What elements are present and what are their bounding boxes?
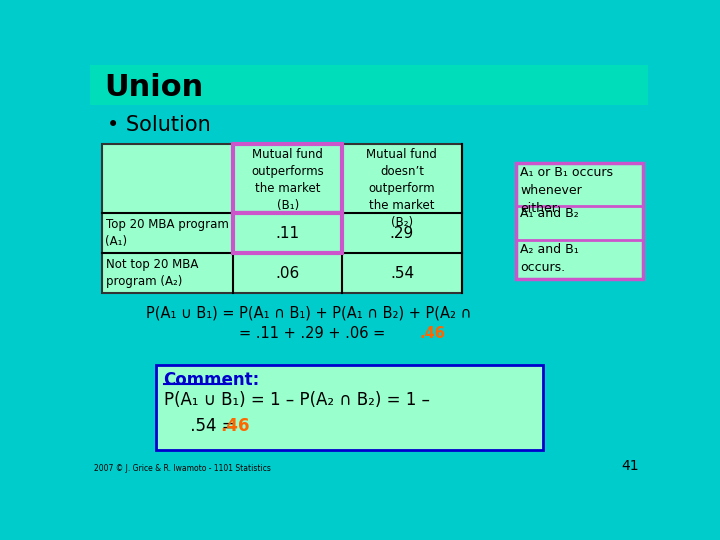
Text: .29: .29 xyxy=(390,226,414,241)
Text: Not top 20 MBA
program (A₂): Not top 20 MBA program (A₂) xyxy=(106,259,198,288)
Text: .54 =: .54 = xyxy=(163,417,240,435)
FancyBboxPatch shape xyxy=(233,213,342,253)
Text: A₁ or B₁ occurs
whenever
either:: A₁ or B₁ occurs whenever either: xyxy=(520,166,613,215)
Text: 41: 41 xyxy=(621,459,639,473)
Text: A₁ and B₂: A₁ and B₂ xyxy=(520,207,579,220)
Text: Top 20 MBA program
(A₁): Top 20 MBA program (A₁) xyxy=(106,218,228,248)
Text: Comment:: Comment: xyxy=(163,372,260,389)
Text: Mutual fund
doesn’t
outperform
the market
(B₂): Mutual fund doesn’t outperform the marke… xyxy=(366,148,437,229)
Text: = .11 + .29 + .06 =: = .11 + .29 + .06 = xyxy=(239,326,390,341)
Text: .46: .46 xyxy=(419,326,445,341)
Text: P(A₁ ∪ B₁) = P(A₁ ∩ B₁) + P(A₁ ∩ B₂) + P(A₂ ∩: P(A₁ ∪ B₁) = P(A₁ ∩ B₁) + P(A₁ ∩ B₂) + P… xyxy=(145,306,471,321)
Text: Union: Union xyxy=(104,73,203,103)
Text: Mutual fund
outperforms
the market
(B₁): Mutual fund outperforms the market (B₁) xyxy=(251,148,324,212)
Text: .11: .11 xyxy=(276,226,300,241)
FancyBboxPatch shape xyxy=(90,65,648,105)
Text: .06: .06 xyxy=(276,266,300,281)
FancyBboxPatch shape xyxy=(516,164,644,279)
Text: • Solution: • Solution xyxy=(107,115,211,135)
FancyBboxPatch shape xyxy=(102,144,462,294)
Text: 2007 © J. Grice & R. Iwamoto - 1101 Statistics: 2007 © J. Grice & R. Iwamoto - 1101 Stat… xyxy=(94,464,271,473)
Text: P(A₁ ∪ B₁) = 1 – P(A₂ ∩ B₂) = 1 –: P(A₁ ∪ B₁) = 1 – P(A₂ ∩ B₂) = 1 – xyxy=(163,392,430,409)
FancyBboxPatch shape xyxy=(233,144,342,213)
FancyBboxPatch shape xyxy=(156,365,544,450)
Text: .46: .46 xyxy=(220,417,250,435)
Text: A₂ and B₁
occurs.: A₂ and B₁ occurs. xyxy=(520,242,579,274)
Text: .54: .54 xyxy=(390,266,414,281)
